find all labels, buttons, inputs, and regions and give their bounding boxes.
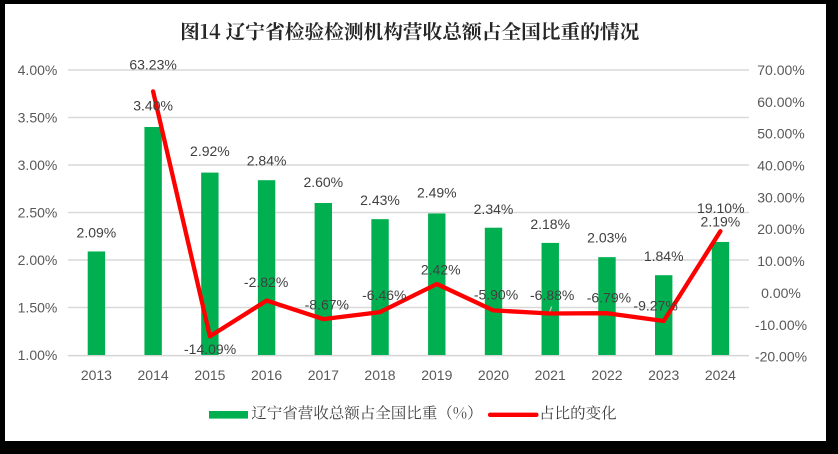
svg-text:2013: 2013	[81, 367, 112, 383]
svg-text:4.00%: 4.00%	[18, 62, 58, 78]
svg-text:2.09%: 2.09%	[77, 225, 117, 241]
svg-text:2.84%: 2.84%	[247, 152, 287, 168]
svg-text:2022: 2022	[591, 367, 622, 383]
svg-text:-20.00%: -20.00%	[755, 349, 807, 365]
svg-text:2.60%: 2.60%	[303, 174, 343, 190]
svg-text:-6.79%: -6.79%	[587, 289, 631, 305]
svg-text:2014: 2014	[138, 367, 169, 383]
svg-text:1.84%: 1.84%	[644, 248, 684, 264]
svg-text:1.00%: 1.00%	[18, 347, 58, 363]
svg-text:0.00%: 0.00%	[761, 285, 801, 301]
svg-text:30.00%: 30.00%	[757, 189, 804, 205]
svg-text:2023: 2023	[648, 367, 679, 383]
svg-text:19.10%: 19.10%	[697, 200, 744, 216]
svg-text:2019: 2019	[421, 367, 452, 383]
svg-text:10.00%: 10.00%	[757, 253, 804, 269]
svg-text:70.00%: 70.00%	[757, 62, 804, 78]
svg-text:40.00%: 40.00%	[757, 158, 804, 174]
svg-text:2015: 2015	[194, 367, 225, 383]
svg-text:2020: 2020	[478, 367, 509, 383]
svg-text:-14.09%: -14.09%	[184, 341, 236, 357]
svg-text:-5.90%: -5.90%	[474, 286, 518, 302]
svg-text:-6.88%: -6.88%	[530, 287, 574, 303]
svg-text:2.18%: 2.18%	[530, 216, 570, 232]
svg-text:-9.27%: -9.27%	[633, 297, 677, 313]
svg-text:2021: 2021	[535, 367, 566, 383]
svg-text:2.50%: 2.50%	[18, 205, 58, 221]
svg-text:2024: 2024	[705, 367, 736, 383]
svg-text:2.00%: 2.00%	[18, 252, 58, 268]
svg-text:2.43%: 2.43%	[360, 192, 400, 208]
svg-text:63.23%: 63.23%	[129, 57, 176, 73]
svg-text:-10.00%: -10.00%	[755, 317, 807, 333]
svg-text:2.03%: 2.03%	[587, 229, 627, 245]
svg-text:2018: 2018	[364, 367, 395, 383]
svg-text:2.34%: 2.34%	[474, 201, 514, 217]
svg-text:1.50%: 1.50%	[18, 300, 58, 316]
svg-text:-6.46%: -6.46%	[362, 287, 406, 303]
svg-text:50.00%: 50.00%	[757, 126, 804, 142]
svg-text:2.92%: 2.92%	[190, 143, 230, 159]
svg-text:3.40%: 3.40%	[133, 98, 173, 114]
svg-text:-2.82%: -2.82%	[244, 274, 288, 290]
svg-text:-8.67%: -8.67%	[305, 296, 349, 312]
svg-text:2.42%: 2.42%	[421, 261, 461, 277]
svg-text:2.49%: 2.49%	[417, 185, 457, 201]
svg-text:20.00%: 20.00%	[757, 221, 804, 237]
svg-text:2.19%: 2.19%	[701, 214, 741, 230]
svg-text:3.00%: 3.00%	[18, 157, 58, 173]
svg-text:2017: 2017	[308, 367, 339, 383]
svg-text:60.00%: 60.00%	[757, 94, 804, 110]
svg-text:3.50%: 3.50%	[18, 110, 58, 126]
svg-text:2016: 2016	[251, 367, 282, 383]
